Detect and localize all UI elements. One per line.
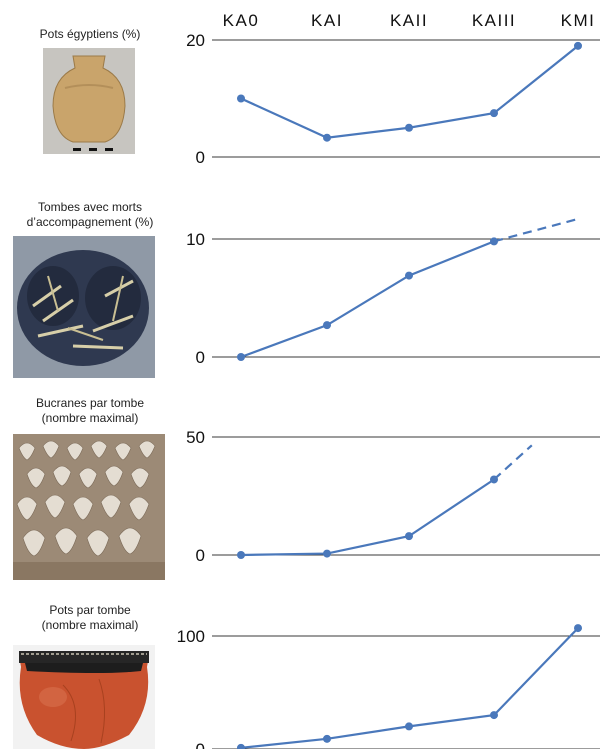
category-label: KAIII — [472, 11, 516, 30]
y-tick-label: 0 — [196, 546, 205, 565]
series-line — [240, 478, 495, 557]
series-line — [240, 240, 495, 359]
y-tick-label: 10 — [186, 230, 205, 249]
panel-egyptian-pots: 20 0 — [186, 31, 600, 167]
red-pot-photo — [13, 645, 155, 749]
data-point — [490, 711, 498, 720]
y-tick-label: 0 — [196, 740, 205, 749]
tomb-burial-photo — [13, 236, 155, 378]
y-tick-label: 50 — [186, 428, 205, 447]
panel-tombs-with-retainers: 10 0 — [186, 217, 600, 367]
data-point — [490, 109, 498, 118]
caption-line: Pots égyptiens (%) — [39, 27, 141, 41]
y-tick-label: 0 — [196, 148, 205, 167]
category-label: KMI — [561, 11, 596, 30]
panel-bucrania: 50 0 — [186, 428, 600, 565]
y-tick-label: 20 — [186, 31, 205, 50]
panel-caption-pots-per-tomb: Pots par tombe (nombre maximal) — [8, 603, 172, 633]
caption-line: d’accompagnement (%) — [26, 215, 154, 229]
panel-caption-bucrania: Bucranes par tombe (nombre maximal) — [8, 396, 172, 426]
data-point — [237, 94, 245, 103]
data-point — [574, 41, 582, 50]
y-tick-label: 0 — [196, 348, 205, 367]
data-point — [323, 549, 331, 558]
panel-caption-egyptian-pots: Pots égyptiens (%) — [8, 27, 172, 42]
projection-dashed-line — [493, 444, 533, 481]
category-labels: KA0 KAI KAII KAIII KMI — [223, 11, 596, 30]
panel-caption-tombs: Tombes avec morts d’accompagnement (%) — [8, 200, 172, 230]
category-label: KAI — [311, 11, 343, 30]
data-point — [323, 734, 331, 743]
bucrania-photo — [13, 434, 165, 580]
projection-dashed-line — [493, 217, 579, 243]
data-point — [323, 133, 331, 142]
data-point — [405, 271, 413, 280]
caption-line: Pots par tombe — [49, 603, 131, 617]
category-label: KAII — [390, 11, 428, 30]
data-point — [405, 123, 413, 132]
data-point — [237, 551, 245, 559]
caption-line: (nombre maximal) — [41, 411, 139, 425]
caption-line: Tombes avec morts — [37, 200, 143, 214]
data-point — [237, 743, 245, 749]
data-point — [405, 722, 413, 731]
data-point — [405, 532, 413, 541]
panel-pots-per-tomb: 100 0 — [177, 624, 600, 749]
data-point — [237, 353, 245, 361]
category-label: KA0 — [223, 11, 260, 30]
data-point — [574, 624, 582, 633]
caption-line: Bucranes par tombe — [35, 396, 145, 410]
caption-line: (nombre maximal) — [41, 618, 139, 632]
egyptian-pot-photo — [43, 48, 135, 154]
data-point — [323, 321, 331, 330]
y-tick-label: 100 — [177, 627, 205, 646]
